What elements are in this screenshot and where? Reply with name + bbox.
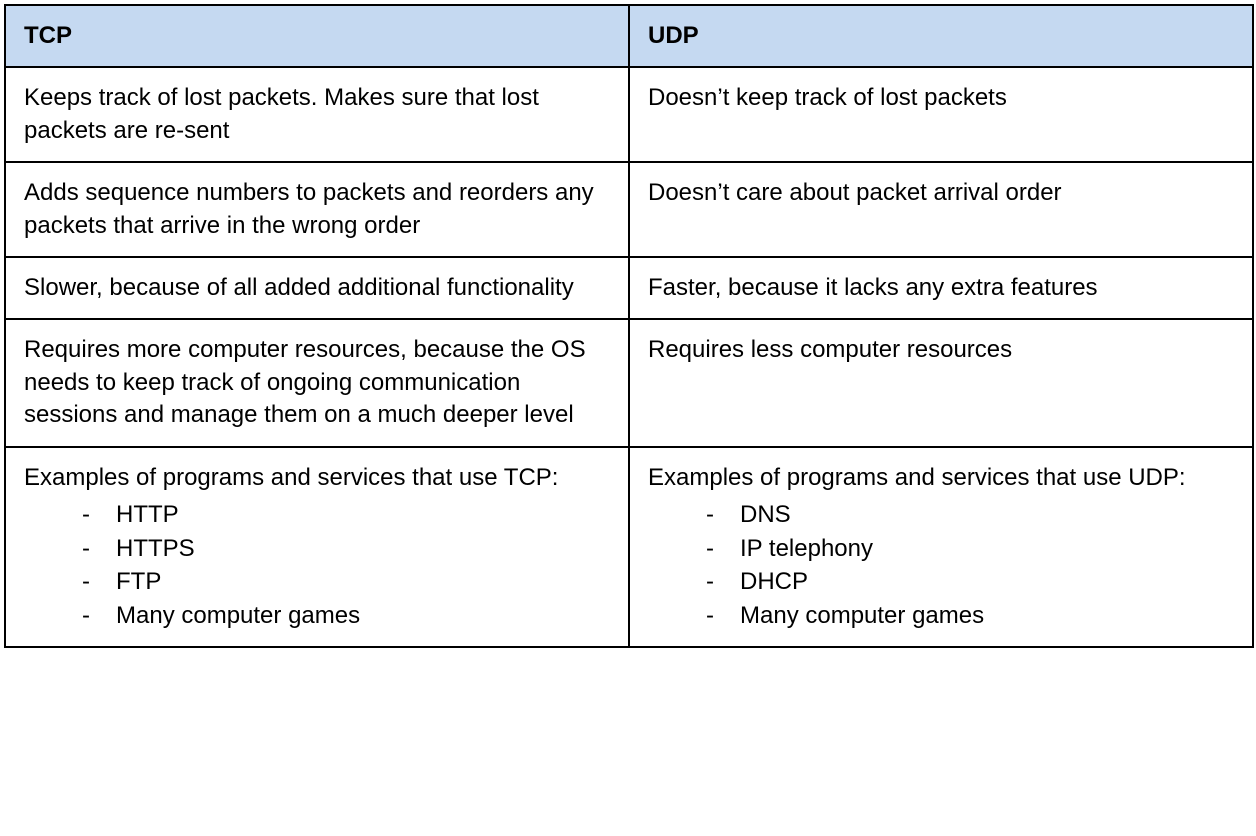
example-list: HTTP HTTPS FTP Many computer games: [24, 498, 612, 632]
cell-text: Faster, because it lacks any extra featu…: [648, 272, 1236, 304]
cell-text: Doesn’t keep track of lost packets: [648, 82, 1236, 114]
header-udp: UDP: [629, 5, 1253, 67]
cell-udp: Faster, because it lacks any extra featu…: [629, 257, 1253, 319]
cell-tcp: Keeps track of lost packets. Makes sure …: [5, 67, 629, 162]
header-tcp: TCP: [5, 5, 629, 67]
table-body: Keeps track of lost packets. Makes sure …: [5, 67, 1253, 647]
cell-udp: Doesn’t keep track of lost packets: [629, 67, 1253, 162]
list-item: Many computer games: [706, 599, 1236, 633]
list-item: IP telephony: [706, 532, 1236, 566]
table-row: Slower, because of all added additional …: [5, 257, 1253, 319]
cell-text: Examples of programs and services that u…: [648, 462, 1236, 494]
list-item: DHCP: [706, 565, 1236, 599]
cell-tcp: Requires more computer resources, becaus…: [5, 319, 629, 446]
cell-udp: Examples of programs and services that u…: [629, 447, 1253, 648]
list-item: Many computer games: [82, 599, 612, 633]
cell-tcp: Examples of programs and services that u…: [5, 447, 629, 648]
cell-text: Requires less computer resources: [648, 334, 1236, 366]
cell-text: Examples of programs and services that u…: [24, 462, 612, 494]
list-item: FTP: [82, 565, 612, 599]
table-row: Requires more computer resources, becaus…: [5, 319, 1253, 446]
header-row: TCP UDP: [5, 5, 1253, 67]
cell-udp: Doesn’t care about packet arrival order: [629, 162, 1253, 257]
table-row: Examples of programs and services that u…: [5, 447, 1253, 648]
cell-text: Doesn’t care about packet arrival order: [648, 177, 1236, 209]
list-item: HTTP: [82, 498, 612, 532]
cell-tcp: Slower, because of all added additional …: [5, 257, 629, 319]
table-header: TCP UDP: [5, 5, 1253, 67]
cell-text: Requires more computer resources, becaus…: [24, 334, 612, 431]
list-item: HTTPS: [82, 532, 612, 566]
list-item: DNS: [706, 498, 1236, 532]
cell-text: Adds sequence numbers to packets and reo…: [24, 177, 612, 242]
cell-tcp: Adds sequence numbers to packets and reo…: [5, 162, 629, 257]
table-row: Adds sequence numbers to packets and reo…: [5, 162, 1253, 257]
cell-text: Slower, because of all added additional …: [24, 272, 612, 304]
comparison-table: TCP UDP Keeps track of lost packets. Mak…: [4, 4, 1254, 648]
table-row: Keeps track of lost packets. Makes sure …: [5, 67, 1253, 162]
cell-udp: Requires less computer resources: [629, 319, 1253, 446]
page: TCP UDP Keeps track of lost packets. Mak…: [0, 0, 1256, 652]
example-list: DNS IP telephony DHCP Many computer game…: [648, 498, 1236, 632]
cell-text: Keeps track of lost packets. Makes sure …: [24, 82, 612, 147]
